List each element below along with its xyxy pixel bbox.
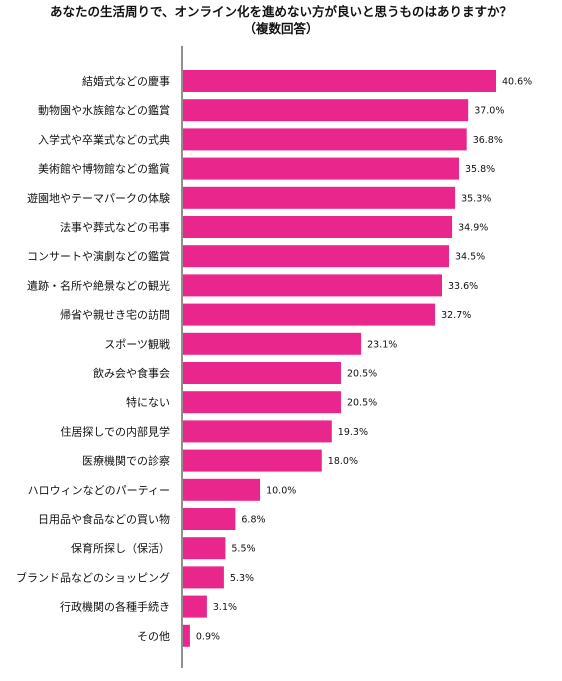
category-label-20: その他 [137,630,170,643]
value-label-14: 18.0% [328,456,358,467]
value-label-3: 36.8% [473,135,503,146]
value-label-6: 34.9% [458,223,488,234]
category-label-10: スポーツ観戦 [104,337,170,351]
value-label-19: 3.1% [213,602,237,613]
category-label-11: 飲み会や食事会 [93,366,170,380]
bar-13 [183,420,332,443]
bar-5 [183,186,456,209]
category-label-17: 保育所探し（保活） [71,541,170,555]
bar-3 [183,128,467,151]
category-label-12: 特にない [126,395,170,409]
bar-6 [183,216,453,238]
bar-18 [183,566,224,589]
bar-4 [183,157,459,180]
bar-11 [183,362,341,384]
value-label-11: 20.5% [347,369,377,380]
category-label-7: コンサートや演劇などの鑑賞 [27,249,170,263]
bar-16 [183,508,236,530]
value-label-10: 23.1% [367,339,397,350]
value-label-7: 34.5% [455,252,485,263]
value-label-9: 32.7% [441,310,471,321]
chart-title-main: あなたの生活周りで、オンライン化を進めない方が良いと思うものはありますか？ [49,4,512,19]
category-label-9: 帰省や親せき宅の訪問 [60,308,170,322]
category-label-3: 入学式や卒業式などの式典 [38,132,170,146]
value-label-20: 0.9% [196,631,220,642]
value-label-5: 35.3% [461,193,491,204]
value-label-8: 33.6% [448,281,478,292]
value-label-16: 6.8% [241,515,265,526]
chart-title: あなたの生活周りで、オンライン化を進めない方が良いと思うものはありますか？ （複… [0,3,562,37]
category-labels-group: 結婚式などの慶事動物園や水族館などの鑑賞入学式や卒業式などの式典美術館や博物館な… [16,74,170,643]
bar-8 [183,274,442,297]
value-label-1: 40.6% [502,77,532,88]
bar-2 [183,99,469,122]
chart-subtitle: （複数回答） [243,21,319,36]
value-label-15: 10.0% [266,485,296,496]
category-label-18: ブランド品などのショッピング [16,570,170,584]
category-label-16: 日用品や食品などの買い物 [38,512,170,526]
bar-15 [183,478,261,501]
category-label-1: 結婚式などの慶事 [82,74,170,88]
bar-1 [183,70,496,92]
category-label-13: 住居探しでの内部見学 [60,424,170,438]
category-label-2: 動物園や水族館などの鑑賞 [38,103,170,117]
category-label-14: 医療機関での診察 [82,454,170,468]
category-label-6: 法事や葬式などの弔事 [60,220,170,234]
bar-20 [183,624,190,647]
value-label-12: 20.5% [347,398,377,409]
bar-12 [183,391,341,414]
bar-19 [183,595,207,618]
category-label-5: 遊園地やテーマパークの体験 [27,191,170,205]
value-label-18: 5.3% [230,573,254,584]
category-label-19: 行政機関の各種手続き [60,600,170,614]
category-label-15: ハロウィンなどのパーティー [28,484,170,497]
bar-17 [183,537,226,560]
bars-group [183,70,496,647]
bar-10 [183,332,362,355]
value-labels-group: 40.6% 37.0% 36.8% 35.8% 35.3% 34.9% 34.5% 33.6%… [196,77,532,643]
category-label-4: 美術館や博物館などの鑑賞 [38,162,170,176]
bar-14 [183,449,322,472]
value-label-4: 35.8% [465,164,495,175]
value-label-2: 37.0% [474,106,504,117]
value-label-13: 19.3% [338,427,368,438]
bar-7 [183,245,449,268]
bar-9 [183,303,436,326]
value-label-17: 5.5% [231,544,255,555]
category-label-8: 遺跡・名所や絶景などの観光 [27,278,170,292]
